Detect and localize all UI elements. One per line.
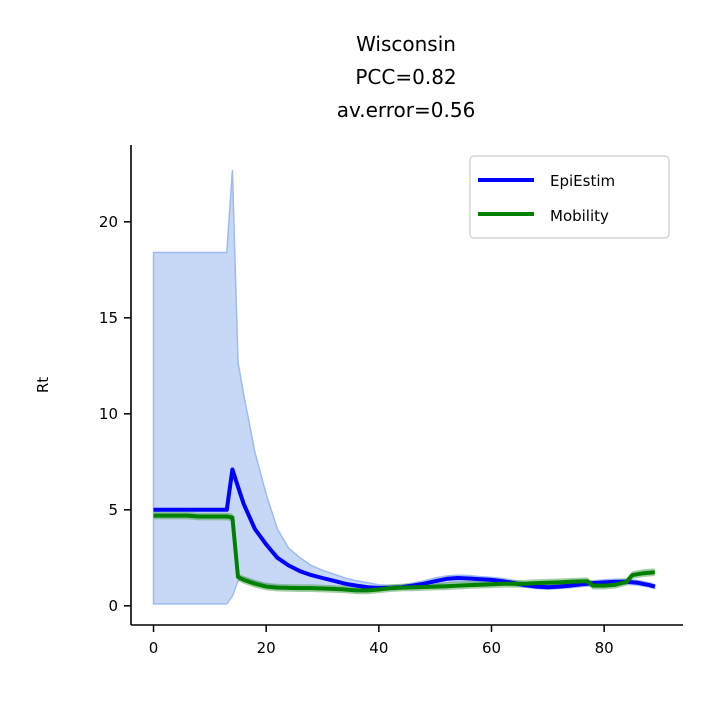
series-line-mobility [153,513,655,593]
y-tick-label: 0 [108,597,118,615]
x-tick-label: 60 [482,639,501,657]
plot-area [152,169,656,605]
x-tick-label: 0 [149,639,159,657]
legend[interactable]: EpiEstim Mobility [469,155,670,239]
y-axis-label: Rt [34,377,52,393]
chart-title-line-3: av.error=0.56 [337,98,476,122]
legend-label-mobility: Mobility [550,207,609,225]
x-tick-label: 20 [257,639,276,657]
x-ticks: 0 20 40 60 80 [149,625,614,657]
y-ticks: 0 5 10 15 20 [99,213,131,615]
y-tick-label: 10 [99,405,118,423]
axes [130,145,683,626]
legend-frame [469,155,670,239]
chart-title-line-2: PCC=0.82 [355,65,456,89]
legend-label-epiestim: EpiEstim [550,172,615,190]
x-tick-label: 40 [369,639,388,657]
y-tick-label: 15 [99,309,118,327]
chart-title-line-1: Wisconsin [356,32,456,56]
y-tick-label: 5 [108,501,118,519]
x-tick-label: 80 [595,639,614,657]
chart-title: Wisconsin PCC=0.82 av.error=0.56 [337,32,476,122]
y-tick-label: 20 [99,213,118,231]
